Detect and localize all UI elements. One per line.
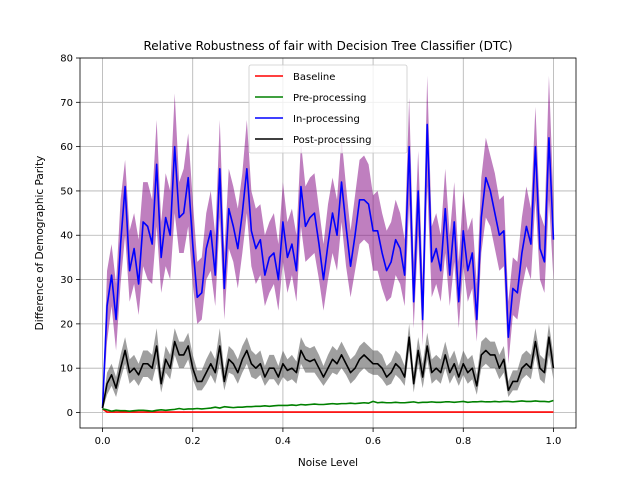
line-in-processing (101, 123, 555, 409)
y-axis-label: Difference of Demographic Parity (34, 156, 46, 331)
x-tick-label: 0.4 (275, 436, 291, 447)
legend-label-pre-processing: Pre-processing (293, 93, 366, 104)
x-axis-ticks: 0.0 0.2 0.4 0.6 0.8 1.0 (95, 428, 562, 447)
y-axis-ticks: 0 10 20 30 40 50 60 70 80 (60, 54, 80, 419)
y-tick-label: 50 (60, 186, 73, 197)
y-tick-label: 20 (60, 319, 73, 330)
y-tick-label: 80 (60, 54, 73, 65)
x-axis-label: Noise Level (298, 457, 358, 469)
line-post-processing (101, 336, 555, 409)
legend-label-in-processing: In-processing (293, 114, 360, 125)
x-tick-label: 0.8 (455, 436, 471, 447)
series-lines (101, 123, 555, 413)
x-tick-label: 1.0 (546, 436, 562, 447)
legend-frame (248, 64, 408, 154)
y-tick-label: 70 (60, 98, 73, 109)
line-baseline (102, 408, 554, 413)
y-tick-label: 60 (60, 142, 73, 153)
y-tick-label: 40 (60, 231, 73, 242)
legend-label-baseline: Baseline (293, 72, 335, 83)
y-tick-label: 30 (60, 275, 73, 286)
y-tick-label: 10 (60, 364, 73, 375)
x-tick-label: 0.0 (95, 436, 111, 447)
x-tick-label: 0.2 (185, 436, 201, 447)
line-pre-processing (102, 399, 554, 412)
y-tick-label: 0 (67, 408, 73, 419)
plot-frame (79, 57, 577, 429)
x-tick-label: 0.6 (365, 436, 381, 447)
legend-label-post-processing: Post-processing (293, 135, 371, 146)
chart-title: Relative Robustness of fair with Decisio… (143, 39, 512, 53)
legend: Baseline Pre-processing In-processing Post-… (248, 64, 408, 154)
